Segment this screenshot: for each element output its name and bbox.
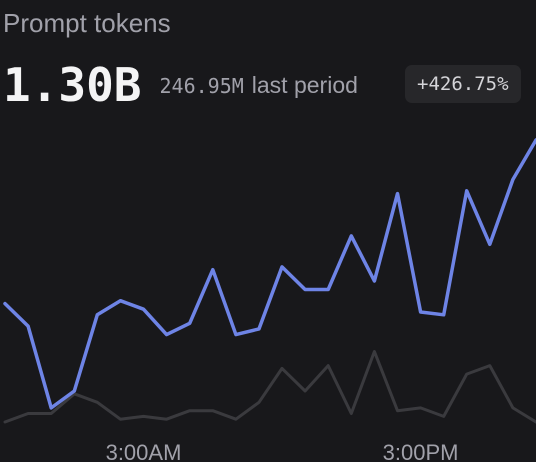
- series-current-line: [3, 138, 536, 410]
- previous-value: 246.95M: [159, 73, 244, 98]
- change-badge: +426.75%: [405, 65, 521, 103]
- stat-row: 1.30B 246.95M last period: [3, 58, 358, 112]
- x-tick-label: 3:00AM: [106, 440, 182, 462]
- previous-period: 246.95M last period: [159, 72, 357, 99]
- x-tick-label: 3:00PM: [383, 440, 459, 462]
- current-value: 1.30B: [3, 58, 142, 112]
- card-title: Prompt tokens: [3, 8, 171, 38]
- previous-label: last period: [251, 71, 358, 98]
- series-previous-line: [3, 350, 536, 424]
